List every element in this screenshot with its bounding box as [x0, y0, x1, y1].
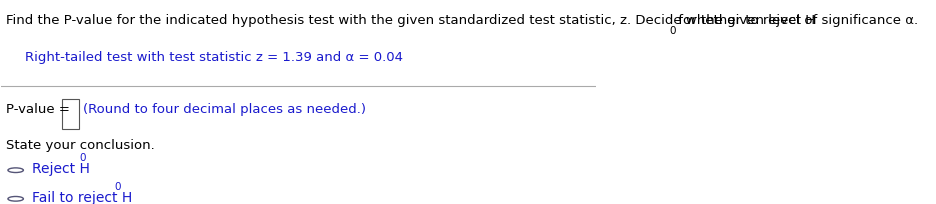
Text: for the given level of significance α.: for the given level of significance α. — [674, 14, 917, 27]
Text: (Round to four decimal places as needed.): (Round to four decimal places as needed.… — [82, 103, 365, 116]
Text: State your conclusion.: State your conclusion. — [7, 138, 154, 151]
FancyBboxPatch shape — [62, 99, 79, 130]
Text: Right-tailed test with test statistic z = 1.39 and α = 0.04: Right-tailed test with test statistic z … — [25, 51, 402, 64]
Text: P-value =: P-value = — [7, 103, 74, 116]
Text: 0: 0 — [114, 181, 121, 191]
Text: 0: 0 — [668, 26, 675, 36]
Text: 0: 0 — [80, 153, 86, 163]
Text: Fail to reject H: Fail to reject H — [32, 190, 132, 204]
Text: Reject H: Reject H — [32, 162, 90, 175]
Text: Find the P-value for the indicated hypothesis test with the given standardized t: Find the P-value for the indicated hypot… — [7, 14, 814, 27]
